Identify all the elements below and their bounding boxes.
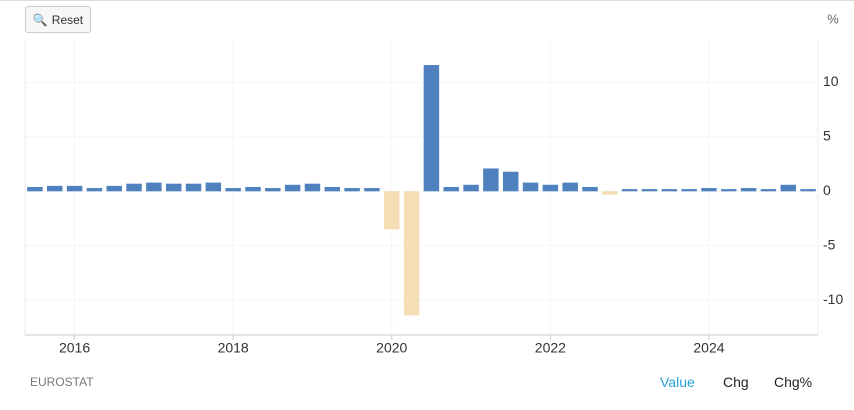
bar [146, 182, 162, 192]
tab[interactable]: Value [660, 374, 695, 390]
divider [0, 0, 854, 1]
source: EUROSTAT [30, 375, 94, 389]
bar [602, 191, 618, 195]
bar [582, 186, 598, 192]
bar [225, 188, 241, 192]
y-tick-label: -10 [823, 291, 843, 307]
bar [800, 189, 816, 192]
bar [47, 185, 63, 192]
y-tick-label: -5 [823, 236, 836, 252]
bar [780, 184, 796, 192]
x-tick-label: 2020 [376, 340, 407, 356]
bar [284, 184, 301, 192]
x-tick-label: 2024 [693, 340, 724, 356]
bar [205, 182, 222, 192]
bar [641, 189, 658, 192]
bar [86, 188, 103, 192]
y-tick-label: 0 [823, 182, 831, 198]
bar [265, 188, 281, 192]
zoom-icon: 🔍 [32, 12, 48, 27]
bar [304, 183, 321, 192]
bar [463, 184, 479, 192]
reset-label: Reset [51, 12, 84, 27]
bar [324, 186, 341, 192]
bar [384, 191, 400, 230]
tab[interactable]: Chg% [774, 374, 813, 390]
bar [165, 183, 182, 192]
bar [66, 185, 83, 192]
bar [483, 168, 499, 192]
tab[interactable]: Chg [723, 374, 749, 390]
bar [245, 186, 261, 192]
bar [403, 191, 420, 316]
bar [760, 189, 777, 192]
bar [106, 185, 122, 192]
bar [423, 65, 440, 192]
bar [740, 188, 757, 192]
y-tick-label: 10 [823, 73, 839, 89]
bar [443, 186, 459, 192]
bar [522, 182, 539, 192]
bar [502, 171, 519, 192]
bar [681, 189, 697, 192]
bar [661, 189, 678, 192]
bar [562, 182, 578, 192]
bar [27, 186, 43, 192]
unit-label: % [827, 11, 839, 26]
bar [344, 188, 360, 192]
bar [126, 183, 142, 192]
x-tick-label: 2018 [218, 340, 249, 356]
bar [701, 188, 717, 192]
x-tick-label: 2022 [535, 340, 566, 356]
bar [721, 189, 737, 192]
reset-button[interactable]: 🔍 Reset [25, 6, 91, 33]
x-tick-label: 2016 [59, 340, 90, 356]
y-tick-label: 5 [823, 128, 831, 144]
bar [185, 183, 202, 192]
bar [542, 184, 559, 192]
bar [364, 188, 380, 192]
bar [621, 189, 638, 192]
